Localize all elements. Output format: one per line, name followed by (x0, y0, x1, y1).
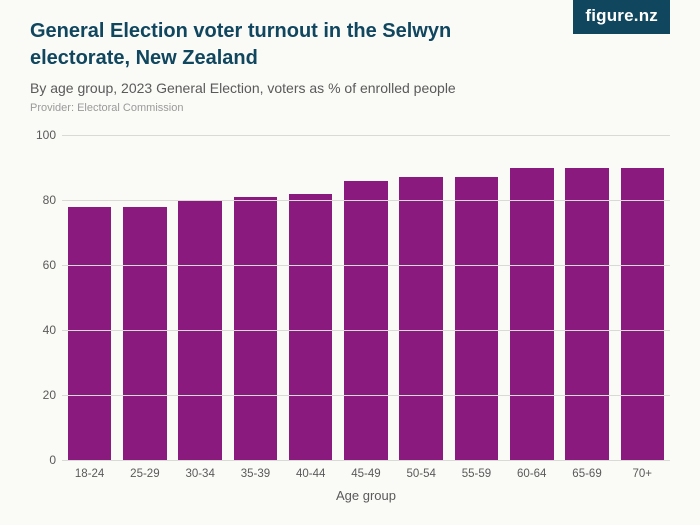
bar (510, 168, 553, 461)
chart-provider: Provider: Electoral Commission (30, 102, 670, 114)
chart-subtitle: By age group, 2023 General Election, vot… (30, 80, 670, 96)
bar-slot: 40-44 (287, 135, 334, 460)
gridline (62, 200, 670, 201)
chart-title: General Election voter turnout in the Se… (30, 18, 550, 72)
plot-region: 18-2425-2930-3435-3940-4445-4950-5455-59… (62, 135, 670, 460)
x-tick-label: 70+ (633, 468, 653, 480)
gridline (62, 265, 670, 266)
bar-slot: 35-39 (232, 135, 279, 460)
gridline (62, 460, 670, 461)
brand-text: figure.nz (585, 6, 658, 25)
x-tick-label: 55-59 (462, 468, 491, 480)
x-tick-label: 45-49 (351, 468, 380, 480)
bar (123, 207, 166, 461)
bar-slot: 25-29 (121, 135, 168, 460)
x-tick-label: 40-44 (296, 468, 325, 480)
x-tick-label: 65-69 (572, 468, 601, 480)
x-tick-label: 30-34 (185, 468, 214, 480)
bar (344, 181, 387, 461)
x-tick-label: 35-39 (241, 468, 270, 480)
bar (565, 168, 608, 461)
bar-slot: 70+ (619, 135, 666, 460)
y-tick-label: 40 (30, 323, 56, 337)
gridline (62, 395, 670, 396)
bar-slot: 55-59 (453, 135, 500, 460)
bar (399, 177, 442, 460)
y-tick-label: 80 (30, 193, 56, 207)
bar (68, 207, 111, 461)
x-tick-label: 50-54 (407, 468, 436, 480)
y-tick-label: 100 (30, 128, 56, 142)
bar-slot: 65-69 (563, 135, 610, 460)
x-tick-label: 18-24 (75, 468, 104, 480)
bar-slot: 18-24 (66, 135, 113, 460)
y-tick-label: 20 (30, 388, 56, 402)
x-tick-label: 25-29 (130, 468, 159, 480)
x-axis-label: Age group (62, 488, 670, 503)
bar (621, 168, 664, 461)
bar-slot: 45-49 (342, 135, 389, 460)
y-tick-label: 60 (30, 258, 56, 272)
y-tick-label: 0 (30, 453, 56, 467)
gridline (62, 330, 670, 331)
bar-slot: 60-64 (508, 135, 555, 460)
x-tick-label: 60-64 (517, 468, 546, 480)
brand-logo: figure.nz (573, 0, 670, 34)
bar-group: 18-2425-2930-3435-3940-4445-4950-5455-59… (62, 135, 670, 460)
bar-slot: 50-54 (398, 135, 445, 460)
bar (455, 177, 498, 460)
gridline (62, 135, 670, 136)
bar (289, 194, 332, 461)
bar (234, 197, 277, 460)
bar-slot: 30-34 (177, 135, 224, 460)
chart-area: 18-2425-2930-3435-3940-4445-4950-5455-59… (30, 135, 670, 505)
